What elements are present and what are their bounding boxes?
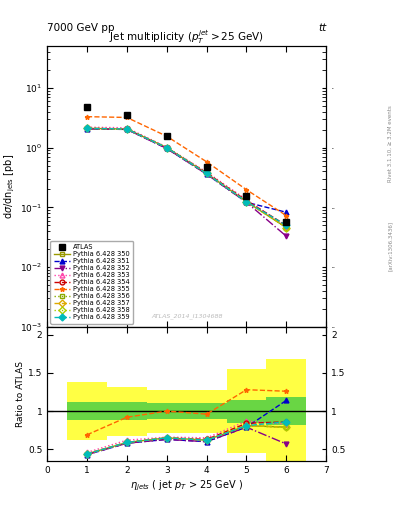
Pythia 6.428 354 bbox=[164, 144, 169, 151]
Line: Pythia 6.428 358: Pythia 6.428 358 bbox=[84, 126, 289, 230]
Pythia 6.428 359 bbox=[84, 125, 89, 132]
Pythia 6.428 356 bbox=[125, 126, 129, 132]
Pythia 6.428 358 bbox=[125, 126, 129, 132]
Pythia 6.428 352 bbox=[125, 126, 129, 133]
Pythia 6.428 356 bbox=[284, 225, 289, 231]
Pythia 6.428 357 bbox=[164, 144, 169, 151]
Line: Pythia 6.428 355: Pythia 6.428 355 bbox=[84, 114, 289, 218]
Title: Jet multiplicity ($p_{T}^{jet}$$>$25 GeV): Jet multiplicity ($p_{T}^{jet}$$>$25 GeV… bbox=[109, 28, 264, 46]
Pythia 6.428 354 bbox=[244, 198, 249, 204]
Pythia 6.428 359 bbox=[284, 222, 289, 228]
Pythia 6.428 357 bbox=[204, 170, 209, 177]
Text: tt: tt bbox=[318, 23, 326, 33]
Pythia 6.428 351 bbox=[244, 199, 249, 205]
Pythia 6.428 359 bbox=[125, 126, 129, 132]
Y-axis label: Ratio to ATLAS: Ratio to ATLAS bbox=[16, 361, 25, 427]
Pythia 6.428 352 bbox=[84, 126, 89, 132]
Pythia 6.428 358 bbox=[284, 225, 289, 231]
Pythia 6.428 351 bbox=[284, 209, 289, 216]
Pythia 6.428 350 bbox=[244, 199, 249, 205]
Pythia 6.428 354 bbox=[125, 125, 129, 132]
Pythia 6.428 356 bbox=[84, 125, 89, 132]
Pythia 6.428 351 bbox=[204, 171, 209, 177]
X-axis label: $\eta_{jets}$ ( jet $p_{T}$ > 25 GeV ): $\eta_{jets}$ ( jet $p_{T}$ > 25 GeV ) bbox=[130, 479, 243, 493]
Pythia 6.428 354 bbox=[284, 222, 289, 228]
Pythia 6.428 355 bbox=[125, 114, 129, 120]
Text: ATLAS_2014_I1304688: ATLAS_2014_I1304688 bbox=[151, 313, 222, 318]
Pythia 6.428 350 bbox=[164, 144, 169, 151]
Pythia 6.428 358 bbox=[164, 144, 169, 151]
Line: Pythia 6.428 350: Pythia 6.428 350 bbox=[84, 126, 289, 230]
Pythia 6.428 350 bbox=[204, 170, 209, 177]
Text: Rivet 3.1.10, ≥ 3.2M events: Rivet 3.1.10, ≥ 3.2M events bbox=[387, 105, 393, 182]
Pythia 6.428 350 bbox=[125, 126, 129, 132]
Text: 7000 GeV pp: 7000 GeV pp bbox=[47, 23, 115, 33]
Pythia 6.428 355 bbox=[244, 187, 249, 193]
ATLAS bbox=[125, 112, 129, 118]
Pythia 6.428 354 bbox=[204, 169, 209, 176]
Pythia 6.428 350 bbox=[84, 125, 89, 132]
Pythia 6.428 357 bbox=[84, 125, 89, 132]
ATLAS bbox=[284, 219, 289, 225]
Pythia 6.428 350 bbox=[284, 225, 289, 231]
Pythia 6.428 352 bbox=[244, 199, 249, 205]
Line: Pythia 6.428 357: Pythia 6.428 357 bbox=[84, 126, 289, 230]
Pythia 6.428 353 bbox=[125, 125, 129, 131]
Line: Pythia 6.428 356: Pythia 6.428 356 bbox=[84, 126, 289, 230]
Line: Pythia 6.428 352: Pythia 6.428 352 bbox=[84, 126, 289, 239]
Pythia 6.428 353 bbox=[244, 197, 249, 203]
Y-axis label: d$\sigma$/dn$_{\rm jets}$ [pb]: d$\sigma$/dn$_{\rm jets}$ [pb] bbox=[3, 154, 17, 219]
Pythia 6.428 357 bbox=[284, 225, 289, 231]
Pythia 6.428 359 bbox=[244, 199, 249, 205]
Pythia 6.428 353 bbox=[204, 169, 209, 175]
Pythia 6.428 358 bbox=[84, 125, 89, 132]
ATLAS bbox=[244, 193, 249, 199]
Legend: ATLAS, Pythia 6.428 350, Pythia 6.428 351, Pythia 6.428 352, Pythia 6.428 353, P: ATLAS, Pythia 6.428 350, Pythia 6.428 35… bbox=[50, 241, 133, 324]
Pythia 6.428 357 bbox=[244, 199, 249, 205]
Pythia 6.428 355 bbox=[164, 133, 169, 139]
Line: Pythia 6.428 353: Pythia 6.428 353 bbox=[84, 125, 289, 229]
Pythia 6.428 352 bbox=[204, 171, 209, 177]
Pythia 6.428 356 bbox=[204, 170, 209, 177]
Pythia 6.428 355 bbox=[204, 159, 209, 165]
Pythia 6.428 355 bbox=[84, 114, 89, 120]
ATLAS bbox=[204, 164, 209, 170]
Pythia 6.428 357 bbox=[125, 126, 129, 132]
Text: [arXiv:1306.3436]: [arXiv:1306.3436] bbox=[387, 221, 393, 271]
Pythia 6.428 351 bbox=[164, 145, 169, 152]
Pythia 6.428 351 bbox=[125, 126, 129, 133]
Pythia 6.428 358 bbox=[204, 170, 209, 177]
Line: Pythia 6.428 351: Pythia 6.428 351 bbox=[84, 126, 289, 215]
Pythia 6.428 354 bbox=[84, 125, 89, 132]
Pythia 6.428 353 bbox=[284, 223, 289, 229]
Pythia 6.428 359 bbox=[164, 144, 169, 151]
Pythia 6.428 358 bbox=[244, 199, 249, 205]
Line: Pythia 6.428 359: Pythia 6.428 359 bbox=[84, 126, 289, 228]
Pythia 6.428 359 bbox=[204, 170, 209, 177]
Pythia 6.428 352 bbox=[284, 233, 289, 239]
Pythia 6.428 356 bbox=[164, 144, 169, 151]
Pythia 6.428 356 bbox=[244, 199, 249, 205]
Line: Pythia 6.428 354: Pythia 6.428 354 bbox=[84, 126, 289, 228]
Pythia 6.428 352 bbox=[164, 145, 169, 152]
Pythia 6.428 353 bbox=[164, 144, 169, 150]
ATLAS bbox=[84, 104, 89, 110]
Line: ATLAS: ATLAS bbox=[84, 103, 290, 225]
Pythia 6.428 351 bbox=[84, 126, 89, 132]
ATLAS bbox=[164, 133, 169, 139]
Pythia 6.428 355 bbox=[284, 212, 289, 219]
Pythia 6.428 353 bbox=[84, 124, 89, 130]
